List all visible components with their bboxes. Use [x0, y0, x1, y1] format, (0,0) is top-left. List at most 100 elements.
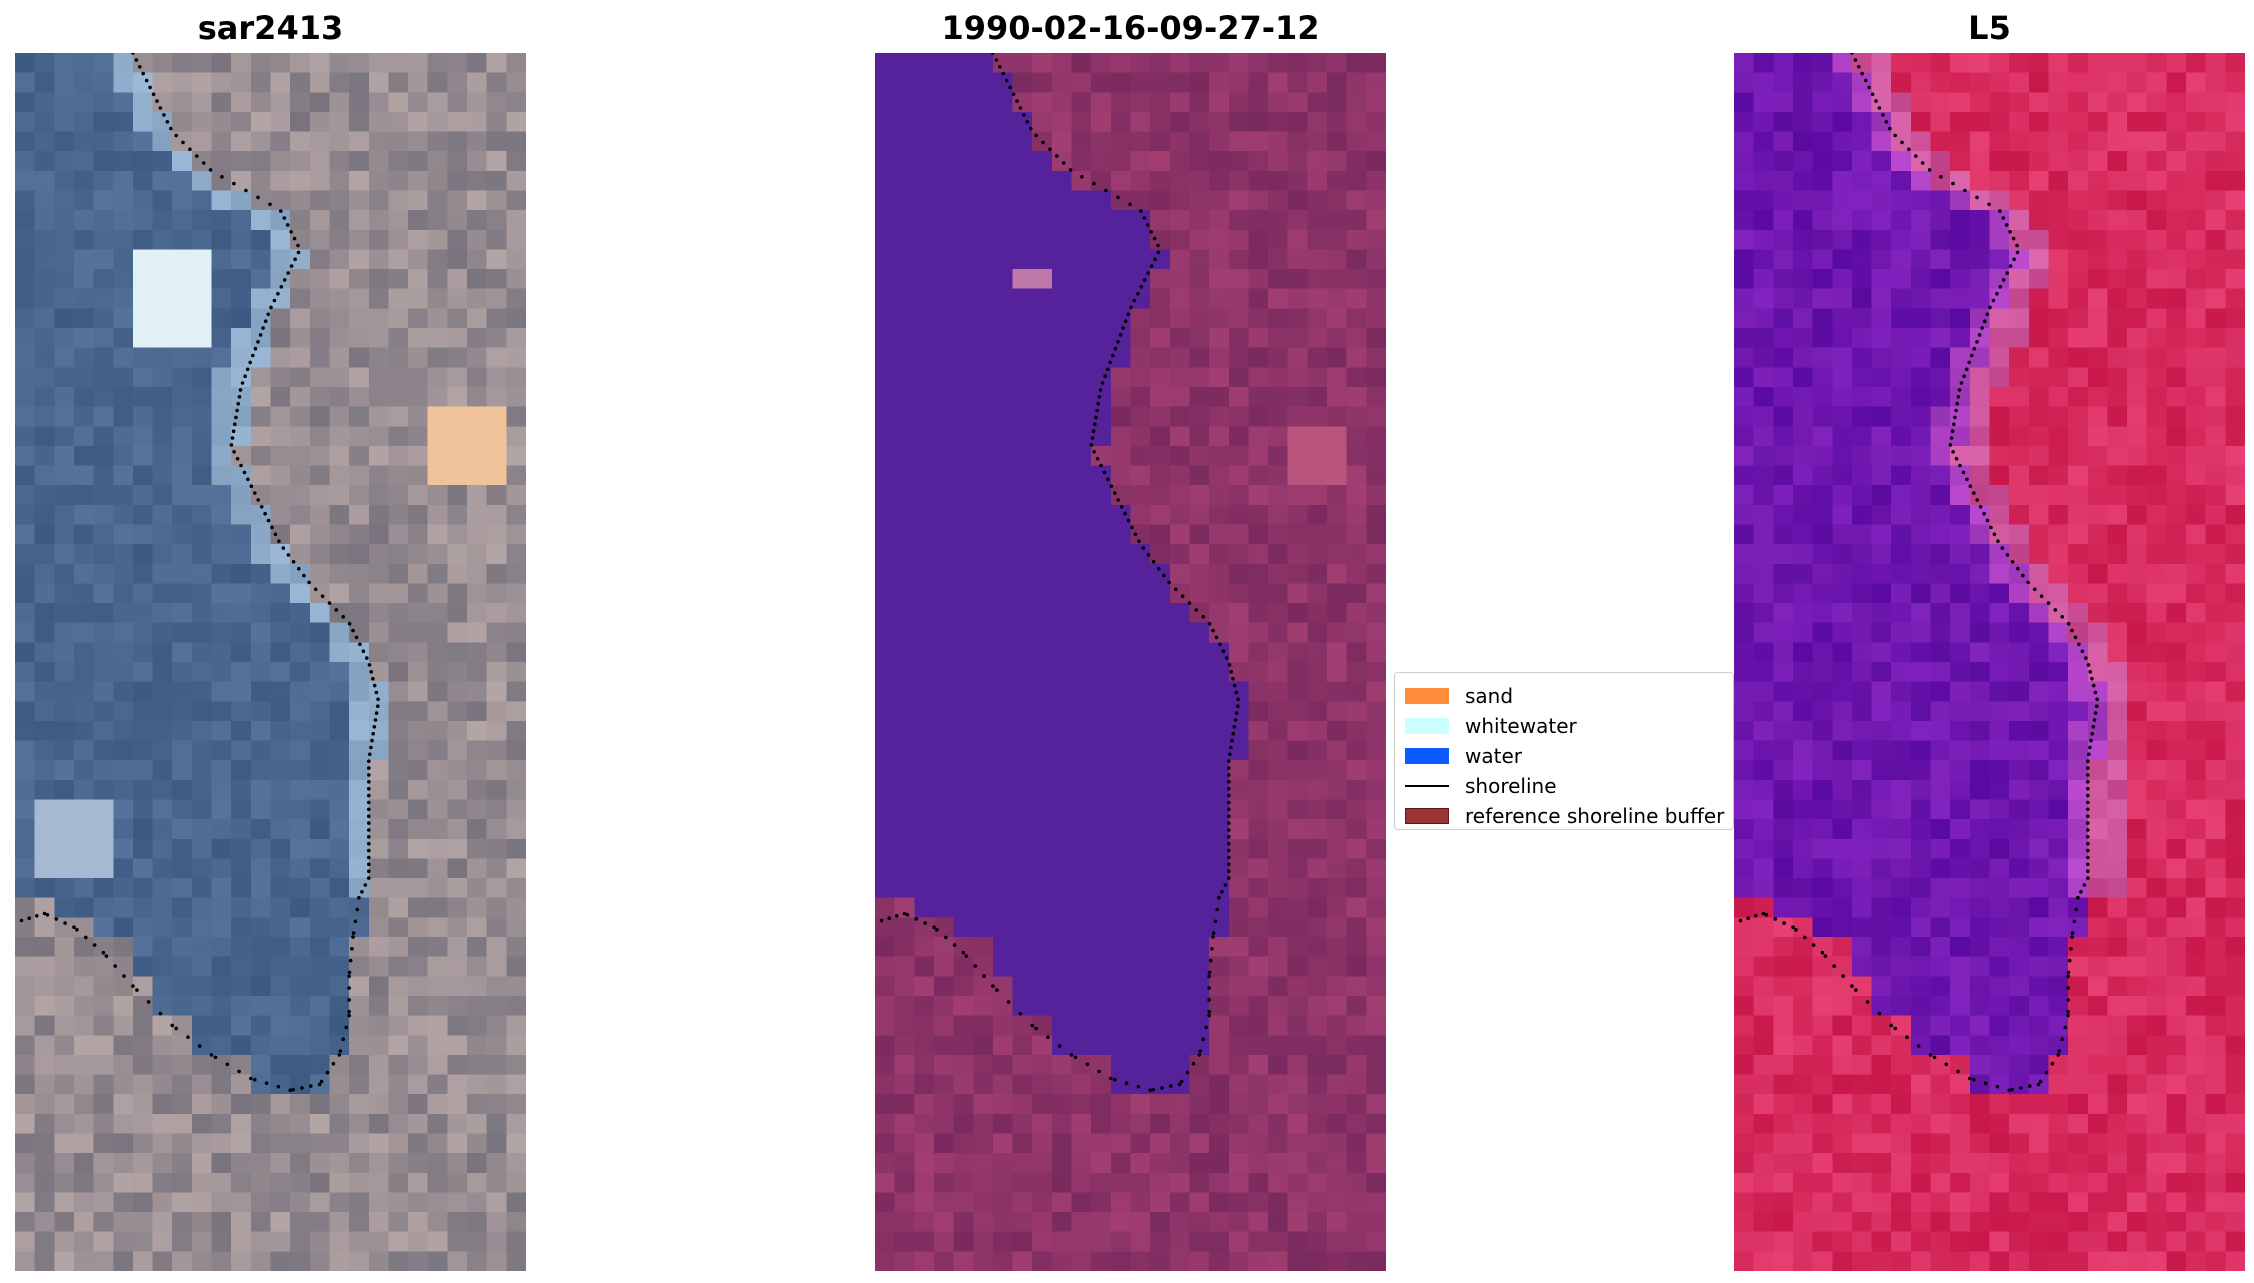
shoreline-dot — [2066, 621, 2071, 626]
shoreline-dot — [973, 964, 977, 968]
shoreline-dot — [2066, 970, 2071, 975]
shoreline-dot — [276, 1084, 281, 1089]
shoreline-dot — [367, 848, 371, 853]
shoreline-dot — [1018, 1011, 1023, 1016]
shoreline-dot — [347, 974, 351, 979]
shoreline-dot — [1860, 71, 1864, 76]
shoreline-dot — [113, 964, 117, 968]
shoreline-dot — [351, 931, 356, 935]
shoreline-dot — [932, 925, 936, 929]
shoreline-dot — [905, 913, 910, 917]
shoreline-dot — [104, 954, 109, 958]
shoreline-dot — [952, 943, 957, 947]
shoreline-dot — [1841, 974, 1845, 978]
shoreline-dot — [1057, 1044, 1062, 1048]
shoreline-dot — [1970, 353, 1974, 358]
shoreline-dot — [2005, 271, 2009, 275]
shoreline-dot — [1160, 1086, 1164, 1090]
shoreline-dot — [2011, 236, 2016, 241]
shoreline-dot — [1989, 525, 1993, 530]
shoreline-dot — [1211, 931, 1216, 935]
shoreline-dot — [373, 718, 378, 722]
shoreline-dot — [367, 828, 371, 832]
shoreline-dot — [1227, 876, 1231, 880]
shoreline-dot — [357, 895, 361, 900]
shoreline-dot — [209, 1053, 214, 1057]
panel-title-classified: 1990-02-16-09-27-12 — [941, 9, 1320, 47]
shoreline-dot — [2060, 1037, 2064, 1041]
shoreline-dot — [1118, 333, 1123, 337]
shoreline-dot — [1958, 463, 1962, 468]
shoreline-dot — [1116, 498, 1120, 502]
shoreline-dot — [1972, 346, 1977, 351]
shoreline-dot — [1001, 71, 1005, 76]
shoreline-dot — [1162, 573, 1166, 578]
shoreline-dot — [354, 635, 359, 640]
shoreline-dot — [1215, 907, 1219, 912]
shoreline-dot — [355, 907, 360, 912]
shoreline-dot — [376, 697, 380, 702]
shoreline-dot — [1996, 539, 2000, 543]
shoreline-dot — [1900, 140, 1904, 145]
legend-item-shoreline: shoreline — [1405, 771, 1723, 801]
shoreline-dot — [1978, 505, 1983, 509]
shoreline-dot — [1927, 168, 1932, 172]
shoreline-dot — [291, 1087, 295, 1092]
shoreline-dot — [2056, 1053, 2061, 1057]
shoreline-dot — [338, 1049, 343, 1053]
shoreline-dot — [220, 175, 224, 179]
shoreline-dot — [1133, 532, 1138, 537]
shoreline-dot — [1907, 147, 1911, 152]
shoreline-dot — [2028, 1084, 2032, 1088]
shoreline-dot — [2092, 718, 2097, 722]
shoreline-dot — [935, 928, 939, 932]
shoreline-dot — [370, 738, 374, 743]
shoreline-dot — [1173, 587, 1178, 592]
shoreline-dot — [1179, 1079, 1184, 1084]
shoreline-dot — [367, 835, 371, 839]
shoreline-dot — [170, 1023, 174, 1028]
shoreline-dot — [1227, 821, 1231, 825]
shoreline-dot — [1983, 1081, 1988, 1085]
shoreline-dot — [1982, 319, 1987, 324]
shoreline-dot — [261, 326, 265, 330]
shoreline-dot — [1227, 807, 1231, 812]
shoreline-dot — [2086, 780, 2090, 784]
shoreline-dot — [964, 954, 969, 958]
shoreline-dot — [2086, 869, 2090, 873]
shoreline-dot — [367, 869, 371, 873]
shoreline-dot — [341, 1037, 346, 1041]
shoreline-dot — [1223, 883, 1228, 887]
shoreline-dot — [2076, 895, 2080, 900]
shoreline-dot — [1113, 491, 1117, 495]
shoreline-dot — [259, 505, 264, 509]
shoreline-dot — [1095, 456, 1100, 461]
shoreline-dot — [1227, 814, 1231, 818]
shoreline-dot — [1227, 835, 1231, 839]
shoreline-dot — [1207, 621, 1212, 626]
shoreline-dot — [289, 264, 294, 268]
shoreline-dot — [1204, 1025, 1208, 1030]
shoreline-dot — [1145, 223, 1150, 227]
shoreline-dot — [229, 443, 234, 447]
shoreline-dot — [1227, 848, 1231, 853]
shoreline-dot — [1218, 642, 1222, 647]
shoreline-dot — [1211, 935, 1215, 939]
shoreline-dot — [1201, 1037, 1205, 1041]
shoreline-dot — [2070, 628, 2074, 633]
shoreline-dot — [1232, 725, 1237, 729]
shoreline-dot — [1207, 970, 1212, 975]
legend-item-water: water — [1405, 741, 1723, 771]
shoreline-dot — [286, 271, 291, 275]
shoreline-dot — [1008, 85, 1012, 90]
shoreline-dot — [995, 988, 999, 992]
shoreline-dot — [135, 988, 139, 992]
index-image-panel — [1734, 53, 2245, 1271]
shoreline-dot — [2060, 615, 2064, 619]
shoreline-dot — [1214, 635, 1219, 640]
shoreline-dot — [1782, 921, 1786, 925]
shoreline-dot — [1951, 450, 1955, 454]
shoreline-dot — [251, 353, 255, 358]
shoreline-dot — [2021, 573, 2025, 578]
shoreline-dot — [1949, 436, 1954, 440]
